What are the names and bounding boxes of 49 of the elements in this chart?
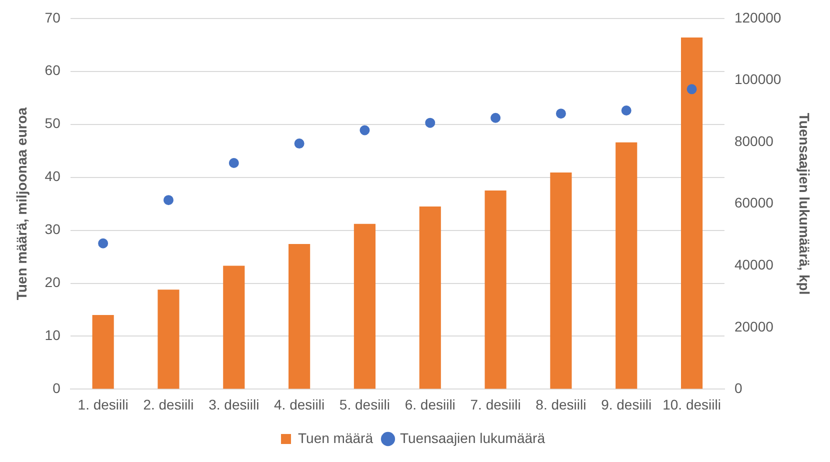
y-tick-label: 0 (52, 380, 61, 396)
y2-tick-label: 20000 (734, 318, 774, 334)
y2-tick-label: 120000 (734, 9, 782, 26)
y2-axis-title: Tuensaajien lukumäärä, kpl (796, 112, 813, 295)
y-tick-label: 50 (44, 115, 61, 132)
y2-tick-label: 0 (734, 380, 742, 396)
x-tick-label: 5. desiili (339, 396, 390, 412)
x-tick-label: 1. desiili (78, 396, 128, 412)
bar (158, 290, 180, 389)
y-tick-label: 40 (44, 168, 61, 184)
point (294, 138, 304, 149)
x-tick-label: 6. desiili (404, 396, 456, 412)
point (686, 84, 697, 94)
point (621, 105, 632, 116)
y2-tick-label: 100000 (734, 71, 782, 88)
x-tick-label: 3. desiili (208, 396, 260, 412)
point (425, 118, 436, 128)
bar (223, 266, 245, 389)
bar (419, 206, 441, 389)
point (98, 238, 108, 248)
x-tick-label: 4. desiili (274, 396, 325, 412)
point (490, 112, 501, 123)
legend-label: Tuen määrä (298, 430, 374, 446)
y-tick-label: 60 (44, 62, 61, 78)
y2-tick-label: 40000 (734, 256, 774, 272)
x-tick-label: 8. desiili (536, 396, 586, 412)
x-tick-label: 10. desiili (662, 396, 721, 412)
point (556, 108, 566, 119)
y-axis-title: Tuen määrä, miljoonaa euroa (13, 107, 30, 300)
bar (288, 244, 310, 389)
bar (354, 224, 376, 389)
y2-tick-label: 60000 (734, 194, 774, 211)
y-tick-label: 30 (44, 221, 61, 238)
bar (484, 190, 506, 389)
legend-label: Tuensaajien lukumäärä (400, 430, 546, 446)
bar (680, 37, 703, 389)
bar (550, 172, 572, 389)
point (163, 195, 174, 206)
y2-tick-label: 80000 (734, 132, 774, 149)
x-tick-label: 2. desiili (143, 396, 194, 412)
x-tick-label: 7. desiili (470, 396, 521, 412)
point (360, 125, 370, 136)
bar (616, 142, 638, 389)
bar (92, 315, 114, 389)
y-tick-label: 70 (44, 9, 61, 26)
y-tick-label: 10 (44, 327, 61, 344)
y-tick-label: 20 (44, 274, 61, 290)
x-tick-label: 9. desiili (601, 396, 652, 412)
point (228, 158, 239, 168)
